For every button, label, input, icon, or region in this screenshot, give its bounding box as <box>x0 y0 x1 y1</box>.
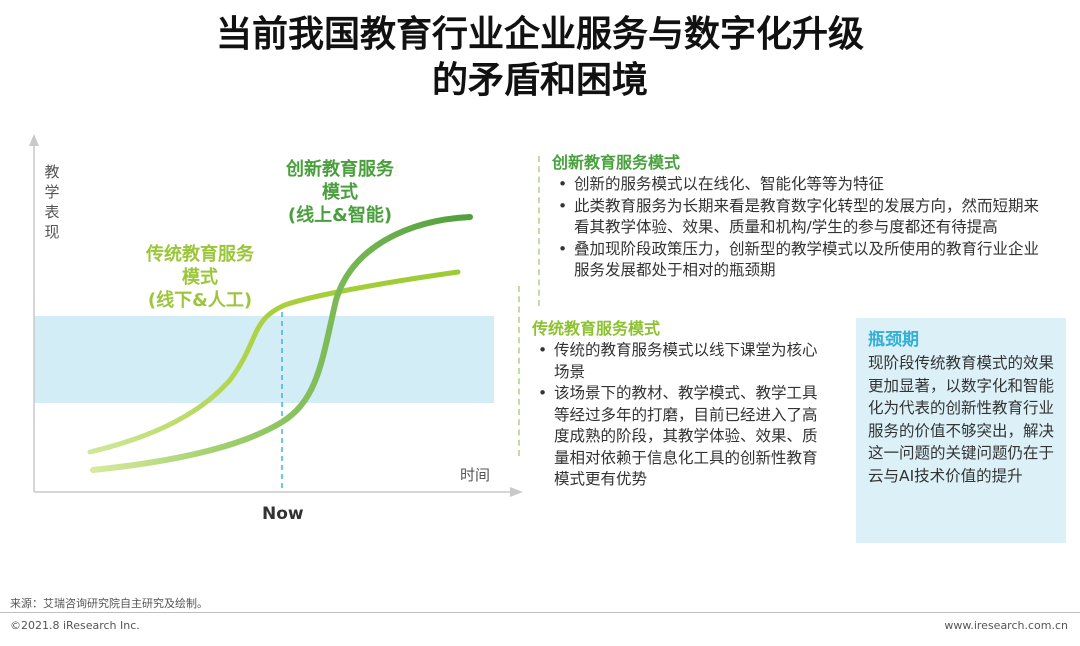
traditional-mode-bullets: 传统的教育服务模式以线下课堂为核心场景 该场景下的教材、教学模式、教学工具等经过… <box>532 340 832 491</box>
traditional-bullet-1: 传统的教育服务模式以线下课堂为核心场景 <box>532 340 832 383</box>
traditional-mode-heading: 传统教育服务模式 <box>532 319 661 338</box>
y-axis-label: 教学表现 <box>44 163 60 241</box>
page-title: 当前我国教育行业企业服务与数字化升级 的矛盾和困境 <box>0 12 1080 104</box>
bottleneck-body: 现阶段传统教育模式的效果更加显著，以数字化和智能化为代表的创新性教育行业服务的价… <box>868 354 1055 485</box>
page-title-line-2: 的矛盾和困境 <box>431 60 648 101</box>
x-axis-label: 时间 <box>460 466 491 484</box>
x-axis-arrow <box>510 487 523 497</box>
innovative-divider <box>538 156 540 306</box>
innovative-bullet-1: 创新的服务模式以在线化、智能化等等为特征 <box>552 174 1042 196</box>
traditional-curve-label-line-2: 模式 <box>182 267 218 288</box>
traditional-curve-label-line-3: (线下&人工) <box>147 290 253 311</box>
traditional-curve <box>87 269 461 455</box>
innovative-bullet-3: 叠加现阶段政策压力，创新型的教学模式以及所使用的教育行业企业服务发展都处于相对的… <box>552 239 1042 282</box>
innovative-curve-label-line-3: (线上&智能) <box>287 205 393 226</box>
traditional-divider <box>518 286 520 456</box>
traditional-curve-label: 传统教育服务 模式 (线下&人工) <box>130 243 270 312</box>
innovative-mode-bullets: 创新的服务模式以在线化、智能化等等为特征 此类教育服务为长期来看是教育数字化转型… <box>552 174 1042 282</box>
page-title-line-1: 当前我国教育行业企业服务与数字化升级 <box>215 14 864 55</box>
footer-divider <box>0 612 1080 613</box>
traditional-bullet-2: 该场景下的教材、教学模式、教学工具等经过多年的打磨，目前已经进入了高度成熟的阶段… <box>532 383 832 491</box>
bottleneck-band <box>34 316 494 403</box>
innovative-curve-label-line-1: 创新教育服务 <box>286 159 394 180</box>
innovative-mode-block: 创新教育服务模式 创新的服务模式以在线化、智能化等等为特征 此类教育服务为长期来… <box>552 152 1042 282</box>
now-label: Now <box>262 504 304 524</box>
innovative-mode-heading: 创新教育服务模式 <box>552 153 681 172</box>
innovative-curve-label: 创新教育服务 模式 (线上&智能) <box>270 158 410 227</box>
innovative-curve-label-line-2: 模式 <box>322 182 358 203</box>
innovative-bullet-2: 此类教育服务为长期来看是教育数字化转型的发展方向，然而短期来看其教学体验、效果、… <box>552 196 1042 239</box>
copyright: ©2021.8 iResearch Inc. <box>10 619 140 632</box>
bottleneck-box: 瓶颈期 现阶段传统教育模式的效果更加显著，以数字化和智能化为代表的创新性教育行业… <box>856 318 1066 543</box>
innovative-curve <box>90 214 473 473</box>
y-axis-arrow <box>29 134 39 146</box>
traditional-mode-block: 传统教育服务模式 传统的教育服务模式以线下课堂为核心场景 该场景下的教材、教学模… <box>532 318 832 491</box>
source-note: 来源：艾瑞咨询研究院自主研究及绘制。 <box>10 597 208 610</box>
bottleneck-title: 瓶颈期 <box>868 330 919 350</box>
website-url: www.iresearch.com.cn <box>944 619 1068 632</box>
traditional-curve-label-line-1: 传统教育服务 <box>146 244 254 265</box>
